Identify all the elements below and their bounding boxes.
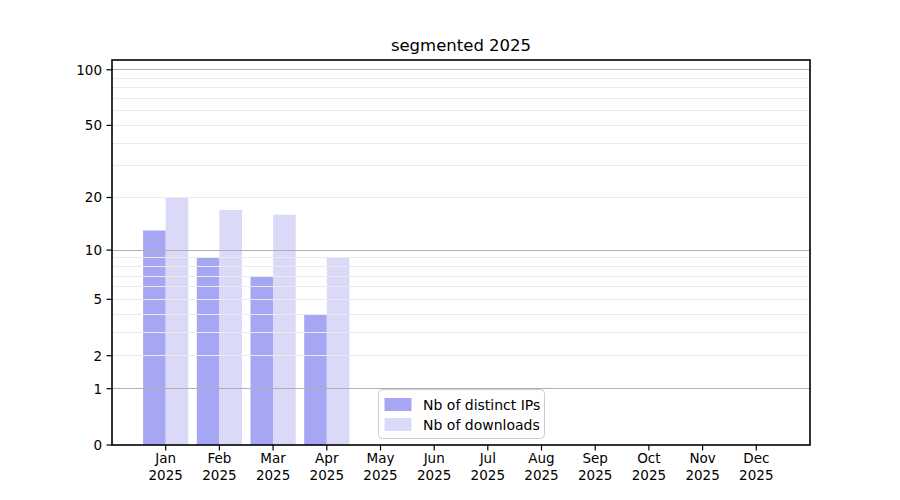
x-tick-label-nov: Nov <box>689 450 715 466</box>
x-tick-label-feb: Feb <box>207 450 231 466</box>
x-tick-year-jun: 2025 <box>417 467 451 483</box>
x-tick-year-jan: 2025 <box>149 467 183 483</box>
x-tick-year-aug: 2025 <box>524 467 558 483</box>
legend: Nb of distinct IPs Nb of downloads <box>379 390 545 439</box>
x-tick-label-mar: Mar <box>260 450 286 466</box>
y-tick-label-0: 0 <box>93 437 102 453</box>
x-tick-label-apr: Apr <box>315 450 339 466</box>
x-tick-year-nov: 2025 <box>685 467 719 483</box>
x-tick-year-oct: 2025 <box>632 467 666 483</box>
legend-swatch-nb-of-downloads <box>385 418 412 431</box>
y-tick-label-20: 20 <box>85 189 102 205</box>
x-tick-year-jul: 2025 <box>471 467 505 483</box>
legend-label-nb-of-downloads: Nb of downloads <box>423 417 540 433</box>
chart-canvas: 0125102050100Jan2025Feb2025Mar2025Apr202… <box>0 0 900 500</box>
chart-title: segmented 2025 <box>391 36 531 55</box>
bar-nb-of-distinct-ips-apr <box>304 314 327 445</box>
bar-nb-of-distinct-ips-jan <box>143 231 166 446</box>
y-tick-label-10: 10 <box>85 242 102 258</box>
x-tick-year-apr: 2025 <box>310 467 344 483</box>
download-stats-chart: 0125102050100Jan2025Feb2025Mar2025Apr202… <box>0 0 900 500</box>
y-tick-label-50: 50 <box>85 117 102 133</box>
bar-nb-of-downloads-apr <box>327 258 350 445</box>
bar-nb-of-downloads-jan <box>166 198 189 446</box>
x-tick-label-oct: Oct <box>637 450 660 466</box>
x-tick-label-may: May <box>367 450 395 466</box>
x-tick-year-sep: 2025 <box>578 467 612 483</box>
x-tick-label-aug: Aug <box>528 450 554 466</box>
x-tick-year-dec: 2025 <box>739 467 773 483</box>
y-tick-label-5: 5 <box>93 291 102 307</box>
x-tick-year-mar: 2025 <box>256 467 290 483</box>
x-tick-year-feb: 2025 <box>202 467 236 483</box>
x-tick-label-jan: Jan <box>154 450 176 466</box>
x-tick-year-may: 2025 <box>363 467 397 483</box>
y-tick-label-1: 1 <box>93 381 102 397</box>
bar-nb-of-distinct-ips-feb <box>197 258 220 445</box>
x-tick-label-sep: Sep <box>582 450 607 466</box>
bar-nb-of-downloads-feb <box>219 210 242 445</box>
y-tick-label-100: 100 <box>76 62 102 78</box>
x-tick-label-dec: Dec <box>743 450 769 466</box>
y-tick-label-2: 2 <box>93 348 102 364</box>
bar-nb-of-downloads-mar <box>273 215 296 445</box>
x-tick-label-jul: Jul <box>479 450 496 466</box>
legend-label-nb-of-distinct-ips: Nb of distinct IPs <box>423 397 540 413</box>
legend-swatch-nb-of-distinct-ips <box>385 398 412 411</box>
bar-nb-of-distinct-ips-mar <box>251 276 274 445</box>
x-tick-label-jun: Jun <box>423 450 445 466</box>
